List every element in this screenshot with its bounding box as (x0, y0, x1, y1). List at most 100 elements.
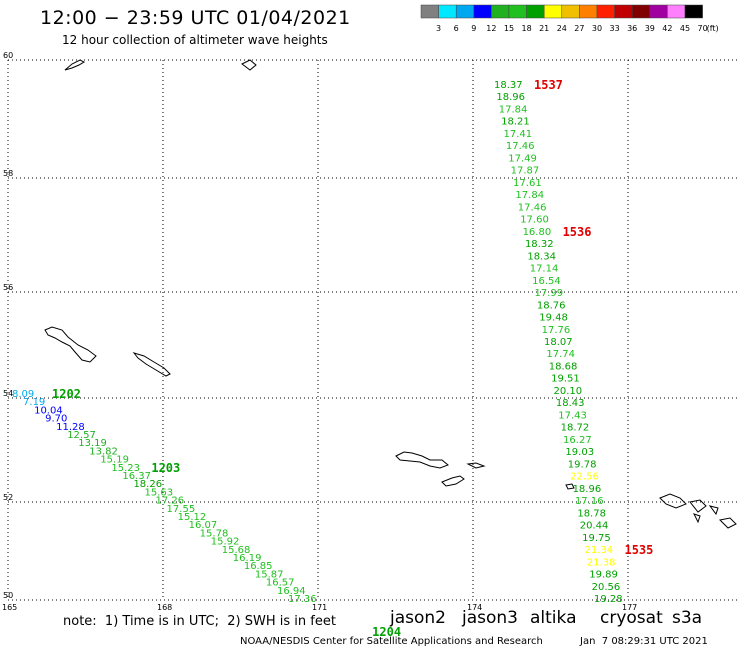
swh-value: 19.03 (565, 447, 594, 458)
swh-value: 18.21 (501, 117, 530, 128)
kiska-island (395, 451, 449, 469)
legend-swatch (579, 4, 598, 19)
legend-label: 45 (680, 24, 690, 33)
swh-value: 15.63 (144, 487, 173, 498)
swh-value: 8.09 (12, 389, 34, 400)
swh-value: 18.76 (537, 300, 566, 311)
swh-value: 19.51 (551, 374, 580, 385)
swh-value: 21.38 (587, 557, 616, 568)
legend-label: 39 (645, 24, 655, 33)
sat-cryosat-label: cryosat (600, 608, 663, 628)
island-upper-left (64, 59, 86, 71)
swh-value: 17.84 (515, 190, 544, 201)
sat-altika-label: altika (530, 608, 577, 628)
sat-jason3-label: jason3 (462, 608, 518, 628)
swh-value: 22.56 (570, 472, 599, 483)
landmasses (44, 59, 737, 529)
swh-value: 15.87 (255, 569, 284, 580)
legend-swatch (526, 4, 545, 19)
swh-value: 11.28 (56, 422, 85, 433)
sat-jason2-label: jason2 (390, 608, 446, 628)
legend-swatch (543, 4, 563, 19)
footer-credit: NOAA/NESDIS Center for Satellite Applica… (240, 636, 543, 647)
time-label: 1203 (151, 461, 180, 475)
swh-value: 13.82 (89, 446, 118, 457)
map-grid: 60 58 56 54 52 50 165 168 171 174 177 (2, 51, 740, 612)
swh-value: 15.23 (111, 463, 140, 474)
legend-swatch (614, 4, 633, 19)
swh-value: 17.49 (508, 153, 537, 164)
swh-value: 15.12 (178, 512, 207, 523)
time-label: 1204 (372, 625, 401, 639)
swh-value: 19.75 (582, 533, 611, 544)
time-label: 1536 (563, 225, 592, 239)
swh-value: 17.41 (504, 129, 533, 140)
swh-value: 17.46 (518, 202, 547, 213)
swh-value: 18.72 (561, 423, 590, 434)
legend-swatch (561, 4, 580, 19)
swh-value: 18.96 (573, 484, 602, 495)
legend-swatch (667, 4, 686, 19)
map-subtitle: 12 hour collection of altimeter wave hei… (62, 33, 328, 47)
swh-value: 19.28 (594, 594, 623, 605)
swh-value: 16.27 (563, 435, 592, 446)
legend-swatch (438, 4, 457, 19)
swh-value: 18.26 (133, 479, 162, 490)
swh-value: 17.55 (167, 504, 196, 515)
legend-unit: (ft) (707, 24, 719, 33)
swh-value: 18.34 (527, 251, 556, 262)
swh-value: 18.78 (577, 508, 606, 519)
swh-value: 17.99 (534, 288, 563, 299)
swh-value: 15.19 (100, 455, 129, 466)
legend-swatch (596, 4, 615, 19)
time-label: 1537 (534, 78, 563, 92)
swh-value: 16.19 (233, 553, 262, 564)
swh-value: 13.19 (78, 438, 107, 449)
legend-swatch (455, 4, 475, 19)
swh-value: 15.78 (200, 528, 229, 539)
legend-swatch (508, 4, 527, 19)
swh-value: 16.94 (277, 586, 306, 597)
lat-label: 56 (3, 283, 13, 292)
legend-label: 42 (662, 24, 672, 33)
legend-label: 30 (592, 24, 602, 33)
swh-value: 17.60 (520, 215, 549, 226)
legend-label: 33 (610, 24, 620, 33)
legend-label: 6 (454, 24, 459, 33)
swh-value: 19.78 (568, 459, 597, 470)
swh-value: 16.37 (122, 471, 151, 482)
bering-island (132, 352, 171, 377)
footer-note: note: 1) Time is in UTC; 2) SWH is in fe… (63, 614, 336, 629)
attu-island (44, 326, 97, 363)
swh-value: 20.10 (554, 386, 583, 397)
swh-value: 17.84 (499, 104, 528, 115)
small-island-b (441, 475, 465, 487)
swh-value: 12.57 (67, 430, 96, 441)
lat-label: 58 (3, 169, 13, 178)
swh-value: 17.14 (530, 264, 559, 275)
legend-swatch (491, 4, 510, 19)
swh-value: 15.68 (222, 545, 251, 556)
swh-value: 16.57 (266, 578, 295, 589)
color-legend: 3 6 9 12 15 18 21 24 27 30 33 36 39 42 45 70(ft) (420, 4, 719, 33)
swh-value: 17.46 (506, 141, 535, 152)
legend-label: 36 (627, 24, 637, 33)
legend-swatch (684, 4, 703, 19)
legend-swatch (631, 4, 651, 19)
swh-value: 18.37 (494, 80, 523, 91)
swh-value: 18.43 (556, 398, 585, 409)
swh-value: 17.76 (542, 325, 571, 336)
swh-value: 16.85 (244, 561, 273, 572)
tiny-island (565, 483, 575, 490)
swh-value: 17.36 (288, 594, 317, 605)
swh-value: 18.07 (544, 337, 573, 348)
swh-value: 17.74 (546, 349, 575, 360)
lat-label: 60 (3, 51, 13, 60)
legend-label: 18 (522, 24, 532, 33)
legend-label: 21 (539, 24, 549, 33)
swh-value: 16.80 (523, 227, 552, 238)
swh-value: 18.68 (549, 361, 578, 372)
east-islands (659, 493, 737, 529)
legend-swatch (649, 4, 668, 19)
